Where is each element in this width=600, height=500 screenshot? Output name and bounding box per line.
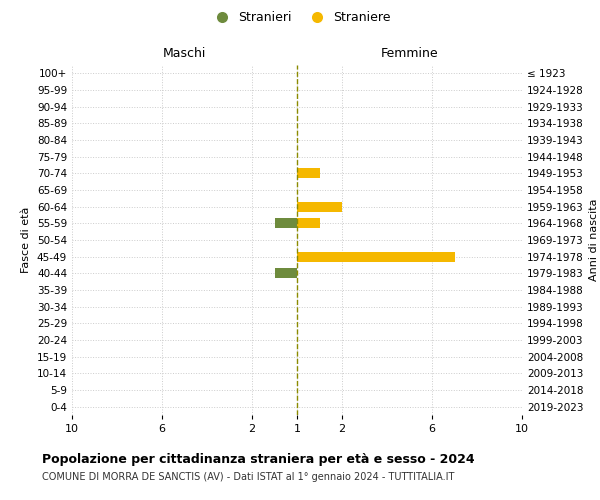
Bar (297, 202, 342, 211)
Y-axis label: Anni di nascita: Anni di nascita (589, 198, 599, 281)
Legend: Stranieri, Straniere: Stranieri, Straniere (205, 6, 395, 29)
Y-axis label: Fasce di età: Fasce di età (22, 207, 31, 273)
Text: COMUNE DI MORRA DE SANCTIS (AV) - Dati ISTAT al 1° gennaio 2024 - TUTTITALIA.IT: COMUNE DI MORRA DE SANCTIS (AV) - Dati I… (42, 472, 454, 482)
Text: Femmine: Femmine (380, 47, 439, 60)
Bar (275, 268, 297, 278)
Text: Maschi: Maschi (163, 47, 206, 60)
Text: Popolazione per cittadinanza straniera per età e sesso - 2024: Popolazione per cittadinanza straniera p… (42, 452, 475, 466)
Bar (297, 252, 455, 262)
Bar (275, 218, 297, 228)
Bar (297, 168, 320, 178)
Bar (297, 218, 320, 228)
